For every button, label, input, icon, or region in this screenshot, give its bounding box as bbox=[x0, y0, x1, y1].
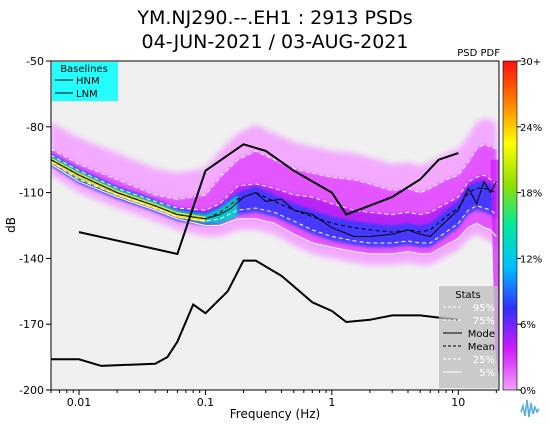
y-tick-label: -110 bbox=[19, 187, 44, 200]
x-tick-label: 1 bbox=[328, 396, 335, 409]
colorbar-title: PSD PDF bbox=[457, 48, 500, 59]
baselines-legend-hnm-label: HNM bbox=[76, 76, 100, 87]
logo bbox=[520, 399, 540, 418]
stats-legend-label: 25% bbox=[473, 355, 495, 366]
x-tick-label: 10 bbox=[451, 396, 465, 409]
colorbar bbox=[502, 60, 518, 391]
stats-legend-title: Stats bbox=[455, 290, 481, 301]
hnm-line bbox=[78, 143, 459, 256]
x-tick-label: 0.01 bbox=[67, 396, 92, 409]
stat-line-75pct bbox=[51, 154, 497, 216]
colorbar-tick-label: 24% bbox=[520, 123, 542, 134]
x-tick-label: 0.1 bbox=[197, 396, 215, 409]
colorbar-tick-label: 12% bbox=[520, 254, 542, 265]
y-tick-label: -50 bbox=[26, 55, 44, 68]
y-tick-label: -170 bbox=[19, 318, 44, 331]
y-axis-label: dB bbox=[4, 217, 18, 233]
colorbar-tick-label: 0% bbox=[520, 386, 536, 397]
stats-legend-label: 95% bbox=[473, 303, 495, 314]
y-tick-label: -200 bbox=[19, 384, 44, 397]
stats-legend-label: Mode bbox=[468, 329, 495, 340]
stat-line-mode bbox=[51, 159, 497, 238]
baselines-legend-title: Baselines bbox=[60, 64, 108, 75]
x-axis: 0.01 0.1 1 10 bbox=[50, 390, 497, 409]
baselines-legend: Baselines HNM LNM bbox=[52, 62, 118, 101]
plot-frame bbox=[50, 60, 500, 391]
colorbar-tick-label: 30+ bbox=[520, 57, 541, 68]
y-tick-label: -140 bbox=[19, 252, 44, 265]
density-peak-ridge bbox=[51, 155, 238, 224]
colorbar-tick-label: 18% bbox=[520, 189, 542, 200]
stats-legend: Stats 95% 75% Mode Mean 25% 5% bbox=[439, 286, 498, 388]
colorbar-tick-label: 6% bbox=[520, 320, 536, 331]
chart-title-line2: 04-JUN-2021 / 03-AUG-2021 bbox=[142, 31, 409, 53]
stat-line-5pct bbox=[51, 163, 497, 255]
stat-line-95pct bbox=[51, 143, 497, 200]
stat-line-25pct bbox=[51, 161, 497, 244]
baseline-lines bbox=[51, 143, 459, 367]
y-tick-label: -80 bbox=[26, 121, 44, 134]
stats-legend-box bbox=[439, 286, 498, 388]
stat-line-mean bbox=[51, 159, 497, 233]
stats-legend-label: 5% bbox=[479, 368, 495, 379]
logo-wave bbox=[520, 399, 540, 418]
baselines-legend-box bbox=[52, 62, 118, 101]
x-axis-label: Frequency (Hz) bbox=[230, 407, 321, 421]
lnm-line bbox=[51, 259, 459, 367]
stats-legend-label: 75% bbox=[473, 316, 495, 327]
chart-title-line1: YM.NJ290.--.EH1 : 2913 PSDs bbox=[136, 7, 412, 29]
stats-legend-label: Mean bbox=[468, 342, 495, 353]
y-axis: -50 -80 -110 -140 -170 -200 bbox=[19, 55, 51, 397]
stat-lines bbox=[51, 143, 497, 255]
baselines-legend-lnm-label: LNM bbox=[76, 89, 98, 100]
colorbar-ticks: 0% 6% 12% 18% 24% 30+ bbox=[517, 57, 542, 397]
